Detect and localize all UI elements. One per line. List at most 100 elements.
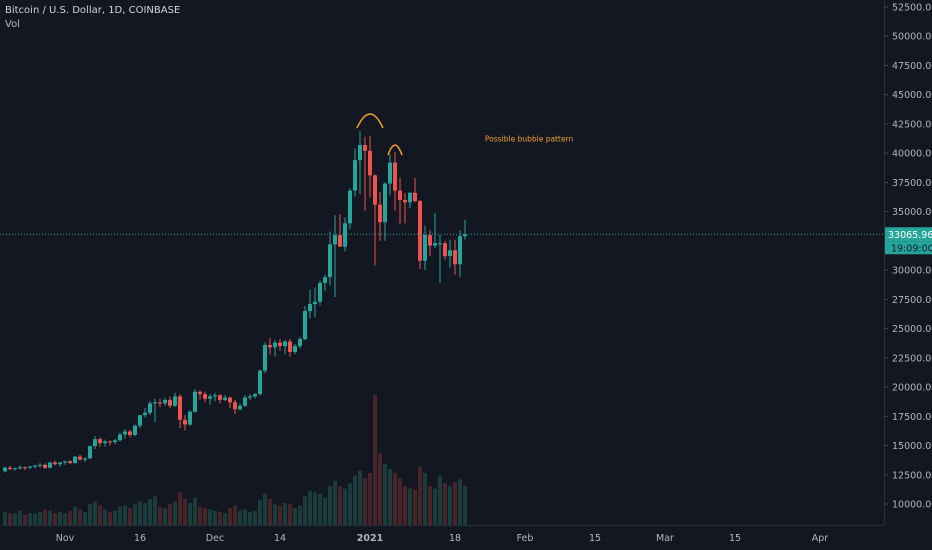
- candle-body: [463, 234, 467, 237]
- volume-bar: [238, 510, 242, 525]
- candle-body: [168, 399, 172, 406]
- candle-body: [33, 465, 37, 467]
- candle: [18, 465, 22, 470]
- y-tick-label: 52500.00: [892, 3, 932, 14]
- volume-bar: [408, 488, 412, 525]
- candle: [293, 343, 297, 355]
- volume-bar: [103, 509, 107, 525]
- candle: [363, 136, 367, 211]
- price-axis[interactable]: 10000.00 12500.00 15000.00 17500.00 20000.00…: [884, 3, 932, 511]
- candle-body: [328, 244, 332, 278]
- volume-bar: [443, 483, 447, 525]
- volume-bar: [423, 473, 427, 525]
- candle-body: [398, 190, 402, 200]
- volume-bar: [243, 509, 247, 525]
- x-tick-label: 15: [729, 533, 741, 544]
- candle: [253, 392, 257, 399]
- symbol-title[interactable]: Bitcoin / U.S. Dollar, 1D, COINBASE: [5, 5, 181, 16]
- candle-body: [303, 311, 307, 340]
- y-tick-label: 35000.00: [892, 207, 932, 218]
- volume-bar: [118, 506, 122, 525]
- y-tick-label: 20000.00: [892, 383, 932, 394]
- volume-bar: [83, 512, 87, 525]
- volume-bar: [418, 466, 422, 525]
- candle-body: [23, 467, 27, 469]
- candle: [103, 439, 107, 447]
- volume-bar: [98, 505, 102, 525]
- candle-body: [148, 403, 152, 413]
- volume-bar: [268, 499, 272, 525]
- candle: [383, 182, 387, 241]
- candle-body: [253, 394, 257, 397]
- candle-body: [373, 175, 377, 205]
- candle-body: [298, 339, 302, 347]
- candle-body: [448, 250, 452, 257]
- candle-body: [88, 446, 92, 459]
- candle-body: [108, 441, 112, 443]
- volume-bar: [398, 478, 402, 525]
- candle: [228, 396, 232, 409]
- candle-body: [258, 370, 262, 395]
- candle: [268, 337, 272, 355]
- candle-body: [428, 235, 432, 246]
- volume-bar: [323, 497, 327, 525]
- volume-bar: [143, 502, 147, 525]
- candle: [393, 152, 397, 211]
- candle-body: [388, 162, 392, 184]
- candle-body: [128, 431, 132, 436]
- candle-body: [273, 342, 277, 348]
- candle-body: [338, 235, 342, 247]
- candle: [298, 336, 302, 349]
- x-tick-label: 18: [449, 533, 461, 544]
- candle: [263, 342, 267, 374]
- volume-bar: [378, 453, 382, 525]
- candle-body: [418, 201, 422, 261]
- volume-bar: [263, 493, 267, 525]
- candle: [138, 415, 142, 428]
- volume-bar: [373, 395, 377, 525]
- y-tick-label: 10000.00: [892, 500, 932, 511]
- candle: [288, 339, 292, 357]
- candle-body: [223, 397, 227, 400]
- candle: [208, 394, 212, 405]
- time-axis[interactable]: Nov 16 Dec 14 2021 18 Feb 15 Mar 15 Apr: [56, 533, 829, 544]
- x-tick-label: Feb: [517, 533, 534, 544]
- candle-body: [178, 396, 182, 420]
- y-tick-label: 40000.00: [892, 149, 932, 160]
- volume-bar: [78, 509, 82, 525]
- candle: [73, 456, 77, 464]
- candle-body: [278, 342, 282, 347]
- x-tick-label: 14: [274, 533, 286, 544]
- y-tick-label: 37500.00: [892, 178, 932, 189]
- candle: [13, 467, 17, 471]
- candle: [23, 466, 27, 471]
- volume-bar: [413, 489, 417, 525]
- candle-body: [78, 456, 82, 460]
- volume-bar: [198, 506, 202, 525]
- candle-body: [83, 458, 87, 460]
- volume-bar: [368, 473, 372, 525]
- candle-body: [38, 464, 42, 466]
- candle: [28, 465, 32, 469]
- candle: [133, 424, 137, 437]
- candle-body: [318, 282, 322, 302]
- candle-body: [123, 431, 127, 435]
- candle-body: [13, 468, 17, 470]
- volume-indicator-label[interactable]: Vol: [5, 19, 20, 30]
- candle-body: [363, 144, 367, 151]
- candle: [378, 191, 382, 241]
- candle: [458, 230, 462, 278]
- annotation-text: Possible bubble pattern: [485, 134, 574, 143]
- volume-bar: [318, 493, 322, 525]
- volume-bar: [133, 504, 137, 525]
- volume-bar: [113, 510, 117, 525]
- candle: [128, 429, 132, 438]
- candle-body: [143, 412, 147, 416]
- x-tick-label: Nov: [56, 533, 75, 544]
- volume-bar: [123, 505, 127, 525]
- volume-bar: [18, 510, 22, 525]
- volume-bar: [388, 469, 392, 525]
- candle: [283, 340, 287, 355]
- candle-body: [113, 440, 117, 443]
